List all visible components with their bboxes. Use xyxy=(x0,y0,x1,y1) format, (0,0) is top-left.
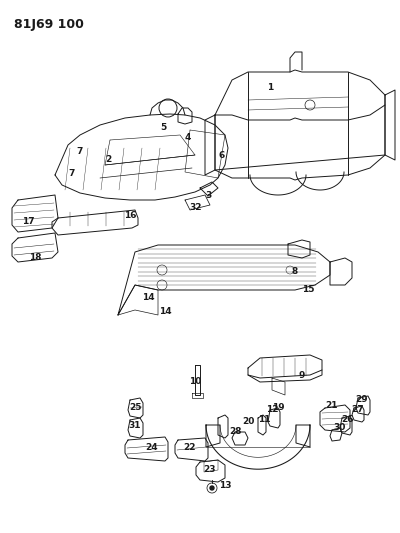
Text: 1: 1 xyxy=(267,84,273,93)
Text: 25: 25 xyxy=(129,403,141,413)
Text: 27: 27 xyxy=(352,406,364,415)
Text: 11: 11 xyxy=(258,416,270,424)
Text: 15: 15 xyxy=(302,286,314,295)
Text: 9: 9 xyxy=(299,370,305,379)
Text: 7: 7 xyxy=(77,148,83,157)
Text: 30: 30 xyxy=(334,424,346,432)
Text: 18: 18 xyxy=(29,254,41,262)
Text: 12: 12 xyxy=(266,406,278,415)
Text: 14: 14 xyxy=(142,294,154,303)
Text: 14: 14 xyxy=(159,308,171,317)
Text: 3: 3 xyxy=(205,190,211,199)
Text: 22: 22 xyxy=(184,443,196,453)
Text: 6: 6 xyxy=(219,150,225,159)
Text: 8: 8 xyxy=(292,268,298,277)
Text: 31: 31 xyxy=(129,421,141,430)
Text: 21: 21 xyxy=(326,400,338,409)
Text: 28: 28 xyxy=(230,427,242,437)
Text: 32: 32 xyxy=(190,204,202,213)
Text: 16: 16 xyxy=(124,211,136,220)
Text: 10: 10 xyxy=(189,377,201,386)
Text: 5: 5 xyxy=(160,124,166,133)
Text: 20: 20 xyxy=(242,417,254,426)
Text: 26: 26 xyxy=(342,416,354,424)
Text: 7: 7 xyxy=(69,168,75,177)
Text: 13: 13 xyxy=(219,481,231,489)
Circle shape xyxy=(210,486,214,490)
Text: 81J69 100: 81J69 100 xyxy=(14,18,84,31)
Text: 17: 17 xyxy=(22,217,34,227)
Text: 24: 24 xyxy=(146,443,158,453)
Text: 4: 4 xyxy=(185,133,191,142)
Text: 23: 23 xyxy=(204,465,216,474)
Text: 2: 2 xyxy=(105,156,111,165)
Text: 29: 29 xyxy=(356,395,368,405)
Text: 19: 19 xyxy=(272,403,284,413)
